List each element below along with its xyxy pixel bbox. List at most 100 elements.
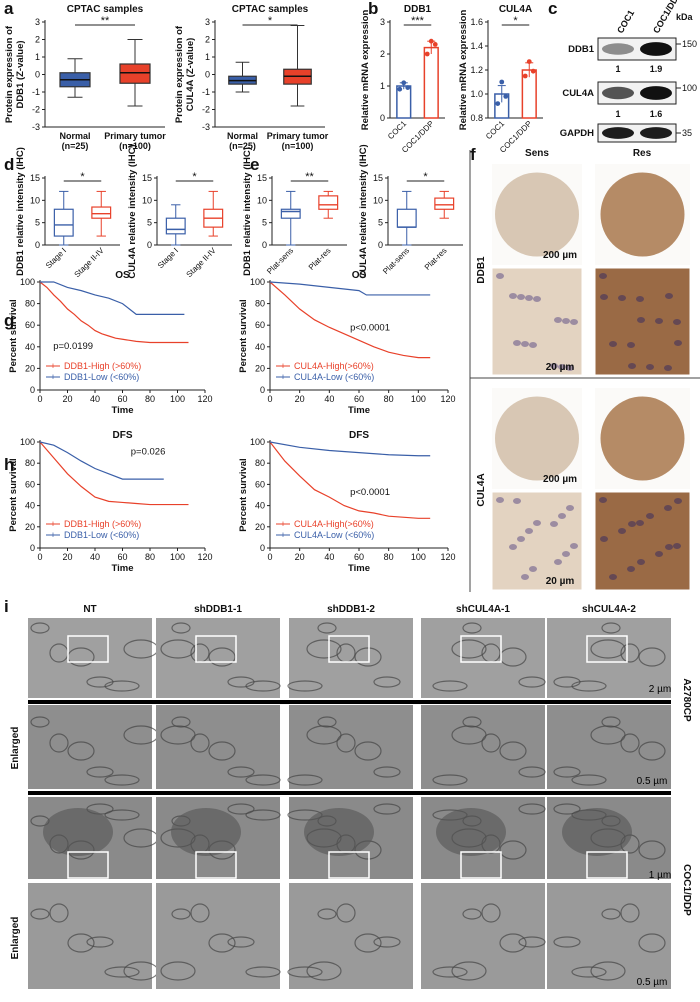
chart-title: CPTAC samples bbox=[67, 4, 144, 15]
survival-curve bbox=[269, 441, 431, 519]
x-tick-label: 80 bbox=[384, 552, 394, 562]
organelle bbox=[432, 774, 468, 786]
significance-label: * bbox=[192, 171, 197, 183]
row-label: Enlarged bbox=[10, 727, 21, 770]
chart-title: CPTAC samples bbox=[232, 4, 309, 15]
y-axis-label: DDB1 relative intensity (IHC) bbox=[15, 147, 26, 276]
y-tick-label: 0 bbox=[147, 240, 152, 250]
nucleus bbox=[521, 574, 529, 580]
nucleus bbox=[646, 364, 654, 370]
x-tick-label: 120 bbox=[440, 552, 455, 562]
tissue-core bbox=[495, 396, 579, 481]
nucleus bbox=[600, 536, 608, 542]
em-image bbox=[289, 618, 413, 698]
nucleus bbox=[674, 498, 682, 504]
panel-label: i bbox=[4, 597, 9, 616]
roi-box bbox=[195, 635, 237, 663]
y-tick-label: 60 bbox=[25, 479, 35, 489]
legend-marker: + bbox=[280, 372, 285, 382]
legend-marker: + bbox=[280, 519, 285, 529]
x-tick-label: 80 bbox=[384, 394, 394, 404]
organelle bbox=[462, 716, 482, 728]
nucleus bbox=[674, 340, 682, 346]
x-tick-label: 0 bbox=[37, 552, 42, 562]
y-tick-label: 10 bbox=[142, 195, 152, 205]
data-point bbox=[424, 51, 430, 57]
y-tick-label: 2 bbox=[205, 35, 210, 45]
organelle bbox=[590, 961, 626, 981]
nucleus bbox=[570, 319, 578, 325]
blot-band bbox=[640, 86, 672, 100]
y-axis-label: Percent survival bbox=[8, 458, 19, 531]
legend-marker: + bbox=[280, 530, 285, 540]
organelle bbox=[571, 680, 607, 692]
y-axis-label: Relative mRNA expression bbox=[458, 10, 469, 131]
organelle bbox=[227, 936, 255, 948]
nucleus bbox=[558, 364, 566, 370]
y-tick-label: 15 bbox=[373, 173, 383, 183]
y-tick-label: 0 bbox=[35, 240, 40, 250]
nucleus bbox=[554, 317, 562, 323]
y-tick-label: 15 bbox=[142, 173, 152, 183]
em-image bbox=[547, 883, 671, 989]
y-tick-label: 40 bbox=[25, 501, 35, 511]
nucleus bbox=[566, 505, 574, 511]
x-tick-note: (n=100) bbox=[282, 141, 314, 151]
nucleus bbox=[637, 317, 645, 323]
x-tick-note: (n=100) bbox=[119, 141, 151, 151]
legend-label: CUL4A-High(>60%) bbox=[294, 519, 374, 529]
column-label: shCUL4A-1 bbox=[456, 604, 510, 615]
y-tick-label: 1.6 bbox=[470, 17, 483, 27]
organelle bbox=[601, 716, 621, 728]
chart: 0 5 10 15 CUL4A relative intensity (IHC) * Pla… bbox=[358, 144, 463, 279]
nucleus bbox=[664, 365, 672, 371]
x-tick-label: 40 bbox=[90, 394, 100, 404]
y-axis-label: DDB1 (Z-value) bbox=[15, 40, 26, 108]
nucleus bbox=[529, 566, 537, 572]
y-tick-label: 1 bbox=[35, 52, 40, 62]
column-label: Res bbox=[633, 148, 652, 159]
ihc-panel: Sens Res DDB1 CUL4A 200 µm 20 µm 200 µm 20 µm bbox=[469, 148, 700, 592]
x-axis-label: Time bbox=[111, 405, 133, 416]
chart: 3 2 1 0 -1 -2 -3 Protein expression of DDB1 (Z-v… bbox=[4, 4, 166, 151]
legend-label: DDB1-High (>60%) bbox=[64, 519, 141, 529]
row-divider bbox=[28, 791, 671, 795]
tissue-core bbox=[600, 172, 685, 257]
roi-box bbox=[328, 635, 370, 663]
y-tick-label: 0 bbox=[35, 70, 40, 80]
y-tick-label: 100 bbox=[250, 277, 265, 287]
legend-label: DDB1-High (>60%) bbox=[64, 361, 141, 371]
y-tick-label: 1.0 bbox=[470, 89, 483, 99]
x-tick-label: 0 bbox=[267, 394, 272, 404]
column-label: shCUL4A-2 bbox=[582, 604, 636, 615]
scale-bar-label: 20 µm bbox=[546, 362, 575, 373]
box bbox=[434, 197, 455, 210]
chart: 0 20 40 60 80 100 Percent survival OS 0 20 40 60 80 1… bbox=[238, 270, 456, 416]
organelle bbox=[638, 647, 666, 667]
nucleus bbox=[665, 293, 673, 299]
organelle bbox=[620, 733, 640, 753]
organelle bbox=[30, 908, 50, 920]
organelle bbox=[518, 676, 546, 688]
nucleus bbox=[171, 808, 241, 856]
x-tick-label: Stage I bbox=[44, 246, 68, 270]
column-label: shDDB1-2 bbox=[327, 604, 375, 615]
panel-label: g bbox=[4, 311, 14, 330]
x-tick-note: (n=25) bbox=[229, 141, 256, 151]
y-axis-label: Relative mRNA expression bbox=[360, 10, 371, 131]
x-tick-label: 40 bbox=[90, 552, 100, 562]
x-tick-label: 40 bbox=[324, 394, 334, 404]
data-point bbox=[526, 59, 532, 64]
row-label: CUL4A bbox=[476, 473, 487, 506]
nucleus bbox=[509, 293, 517, 299]
organelle bbox=[590, 639, 626, 659]
row-divider bbox=[28, 700, 671, 704]
y-tick-label: -2 bbox=[32, 105, 40, 115]
organelle bbox=[227, 676, 255, 688]
em-image bbox=[289, 883, 413, 989]
organelle bbox=[481, 903, 501, 923]
roi-box bbox=[67, 851, 109, 879]
organelle bbox=[245, 809, 281, 821]
y-axis-label: Protein expression of bbox=[174, 25, 185, 123]
